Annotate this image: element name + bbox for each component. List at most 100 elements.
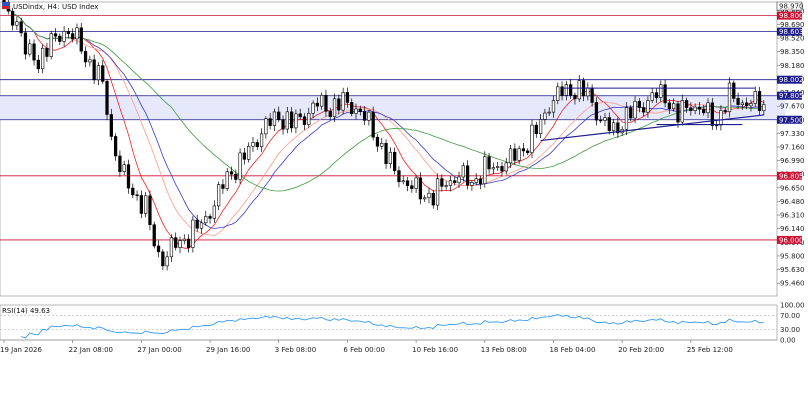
candle-body bbox=[174, 237, 178, 248]
candle-body bbox=[478, 178, 483, 185]
candle-body bbox=[32, 43, 36, 61]
candle-body bbox=[324, 94, 328, 112]
candle-body bbox=[611, 122, 616, 131]
time-tick-label: 19 Jan 2026 bbox=[0, 346, 43, 354]
candle-body bbox=[629, 107, 633, 119]
rsi-tick-label: 30.00 bbox=[780, 326, 800, 334]
candle-body bbox=[358, 108, 362, 113]
candle-body bbox=[607, 117, 611, 131]
time-tick-label: 29 Jan 16:00 bbox=[206, 346, 250, 354]
candle-body bbox=[496, 166, 500, 168]
candle-body bbox=[135, 194, 139, 196]
price-tick-label: 96.480 bbox=[780, 198, 805, 206]
candle-body bbox=[75, 27, 79, 40]
price-tick-label: 95.630 bbox=[780, 266, 805, 274]
candle-body bbox=[126, 164, 131, 189]
price-tick-label: 98.690 bbox=[780, 21, 805, 29]
candle-body bbox=[423, 197, 427, 200]
candle-body bbox=[504, 162, 508, 172]
candle-body bbox=[745, 102, 749, 107]
candle-body bbox=[749, 103, 753, 107]
candle-body bbox=[302, 116, 307, 125]
candle-body bbox=[599, 119, 603, 122]
level-price-tag bbox=[777, 75, 802, 84]
candle-body bbox=[427, 192, 431, 199]
moving-averages bbox=[3, 3, 765, 249]
symbol-name: USDindx, H4: bbox=[13, 3, 59, 11]
candle-body bbox=[144, 195, 148, 214]
price-tick-label: 97.670 bbox=[780, 103, 805, 111]
candle-body bbox=[697, 106, 702, 110]
chart-grid bbox=[0, 1, 778, 341]
candle-body bbox=[156, 245, 161, 253]
candle-body bbox=[204, 216, 208, 224]
symbol-description: USD Index bbox=[62, 3, 98, 11]
time-axis: 19 Jan 2026 22 Jan 08:00 27 Jan 00:00 29 Ja… bbox=[0, 339, 777, 354]
time-tick-label: 20 Feb 20:00 bbox=[618, 346, 664, 354]
drawn-trendlines bbox=[540, 87, 764, 142]
last-price-tag-label: 98.970 bbox=[779, 3, 804, 11]
range-zone bbox=[0, 95, 786, 120]
candle-body bbox=[676, 103, 680, 123]
level-price-tag-label: 98.002 bbox=[779, 76, 804, 84]
candle-body bbox=[45, 47, 49, 57]
candle-body bbox=[435, 178, 440, 206]
candle-body bbox=[491, 167, 496, 170]
candle-body bbox=[251, 142, 255, 147]
candle-body bbox=[53, 33, 58, 37]
candle-body bbox=[397, 170, 401, 183]
candle-body bbox=[264, 118, 268, 135]
support-trendline bbox=[540, 114, 764, 142]
last-price-tag bbox=[776, 1, 803, 11]
candle-body bbox=[547, 111, 551, 114]
candle-body bbox=[667, 102, 672, 109]
candle-body bbox=[517, 148, 521, 161]
candle-body bbox=[217, 184, 221, 207]
candle-body bbox=[590, 87, 594, 103]
candle-body bbox=[719, 110, 723, 126]
price-panel-border bbox=[0, 1, 778, 297]
candle-body bbox=[560, 86, 564, 96]
candle-body bbox=[229, 171, 234, 175]
level-price-tag-label: 97.500 bbox=[779, 116, 804, 124]
candle-body bbox=[594, 102, 599, 121]
time-tick-label: 25 Feb 12:00 bbox=[687, 346, 733, 354]
rsi-tick-label: 0.00 bbox=[780, 337, 796, 345]
candle-body bbox=[388, 151, 392, 164]
time-tick-label: 3 Feb 08:00 bbox=[275, 346, 316, 354]
candle-body bbox=[487, 156, 491, 170]
candle-body bbox=[457, 176, 461, 183]
candle-body bbox=[431, 192, 435, 206]
candle-body bbox=[311, 102, 315, 114]
candle-body bbox=[367, 111, 371, 121]
candle-body bbox=[15, 21, 19, 26]
time-tick-label: 27 Jan 00:00 bbox=[137, 346, 181, 354]
level-price-tag-label: 98.603 bbox=[779, 28, 804, 36]
candle-body bbox=[710, 102, 714, 126]
moving-average-line bbox=[3, 3, 764, 237]
candle-body bbox=[277, 111, 281, 120]
candle-body bbox=[538, 119, 543, 134]
chart-header: USDindx, H4: USD Index bbox=[2, 2, 98, 11]
candle-body bbox=[534, 124, 538, 134]
candle-body bbox=[337, 98, 341, 111]
candle-body bbox=[508, 148, 513, 164]
price-tick-label: 98.860 bbox=[780, 7, 805, 15]
candle-body bbox=[448, 180, 453, 186]
price-tick-label: 95.460 bbox=[780, 280, 805, 288]
moving-average-line bbox=[3, 3, 765, 249]
candle-body bbox=[66, 31, 71, 34]
rsi-label: RSI(14) 49.63 bbox=[2, 307, 50, 315]
price-axis: 98.86098.69098.52098.35098.18098.01097.8… bbox=[776, 1, 805, 288]
candle-body bbox=[650, 92, 654, 101]
candle-body bbox=[444, 185, 448, 187]
rsi-tick-label: 70.00 bbox=[780, 312, 800, 320]
candle-body bbox=[109, 114, 113, 137]
time-tick-label: 13 Feb 08:00 bbox=[481, 346, 527, 354]
candle-body bbox=[616, 122, 620, 134]
candle-body bbox=[654, 92, 659, 98]
price-tick-label: 96.650 bbox=[780, 184, 805, 192]
candle-body bbox=[105, 81, 109, 115]
candle-body bbox=[723, 110, 727, 113]
